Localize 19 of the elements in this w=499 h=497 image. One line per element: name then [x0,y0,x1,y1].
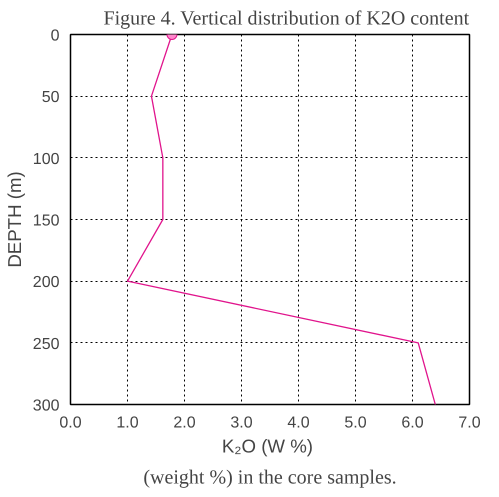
y-tick-label: 100 [32,150,60,168]
y-tick-label: 0 [50,28,60,44]
y-tick-label: 250 [32,336,60,353]
x-tick-label: 5.0 [344,414,367,432]
x-tick-label: 2.0 [173,414,196,432]
x-tick-label: 6.0 [401,414,424,432]
y-tick-label: 300 [32,398,60,414]
y-tick-label: 150 [32,212,60,230]
x-tick-label: 7.0 [458,414,481,432]
y-tick-label: 200 [32,274,60,292]
chart-title: Figure 4. Vertical distribution of K2O content [103,8,470,30]
x-tick-label: 3.0 [230,414,253,432]
y-tick-label: 50 [42,89,60,106]
x-tick-label: 0.0 [59,414,82,432]
text: (weight %) in the core samples. [143,466,397,488]
x-axis-title: K₂O (W %) [222,436,314,456]
x-tick-label: 1.0 [116,414,139,432]
y-axis-title: DEPTH (m) [4,171,25,268]
x-tick-label: 4.0 [287,414,310,432]
